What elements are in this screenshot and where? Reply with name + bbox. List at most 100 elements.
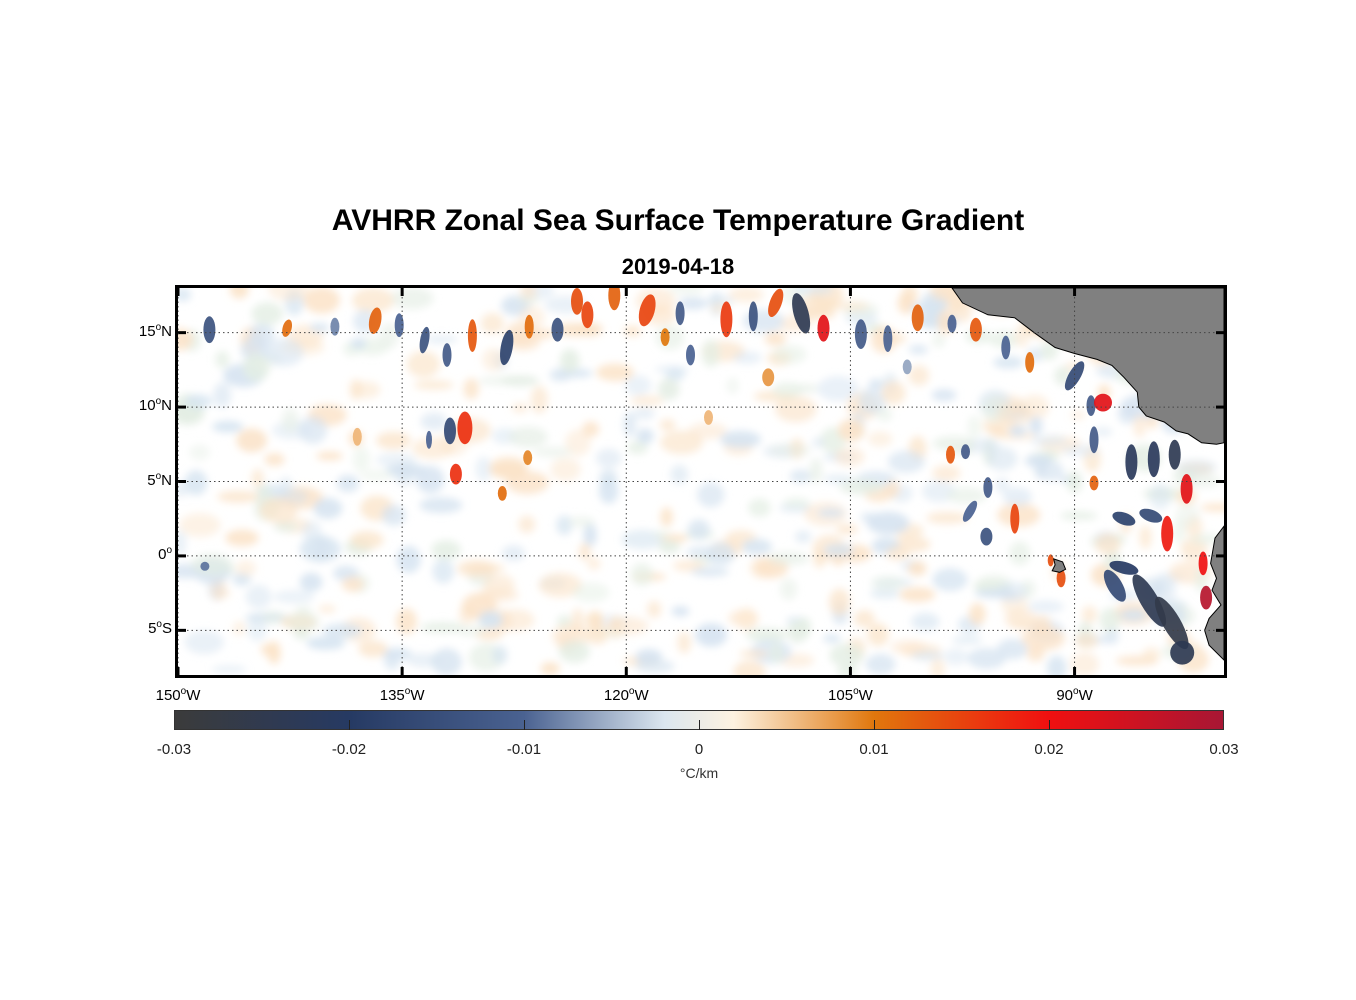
background-texture xyxy=(897,292,916,315)
background-texture xyxy=(189,444,210,461)
background-texture xyxy=(728,609,759,627)
background-texture xyxy=(394,462,415,486)
background-texture xyxy=(1142,647,1161,662)
background-texture xyxy=(670,464,689,485)
background-texture xyxy=(478,610,503,629)
gradient-feature xyxy=(1089,426,1099,454)
background-texture xyxy=(1024,454,1053,468)
background-texture xyxy=(944,648,968,666)
background-texture xyxy=(672,560,705,572)
background-texture xyxy=(789,469,812,483)
background-texture xyxy=(733,660,766,675)
background-texture xyxy=(931,388,957,402)
gradient-feature xyxy=(762,368,775,387)
latitude-label: 15oN xyxy=(138,321,172,340)
background-texture xyxy=(478,376,518,386)
background-texture xyxy=(235,560,257,577)
background-texture xyxy=(887,450,925,473)
background-texture xyxy=(247,616,267,642)
gradient-feature xyxy=(980,527,993,546)
latitude-label: 5oN xyxy=(147,470,172,489)
background-texture xyxy=(865,653,896,675)
background-texture xyxy=(383,649,401,671)
background-texture xyxy=(245,584,272,609)
background-texture xyxy=(1071,411,1085,420)
colorbar-tick-label: 0.02 xyxy=(1034,741,1064,758)
background-texture xyxy=(482,573,515,597)
gradient-feature xyxy=(660,328,670,346)
background-texture xyxy=(565,429,591,457)
gradient-feature xyxy=(854,319,867,349)
background-texture xyxy=(349,378,363,401)
gradient-feature xyxy=(962,500,978,522)
background-texture xyxy=(375,452,417,468)
background-texture xyxy=(911,612,940,631)
background-texture xyxy=(822,634,841,643)
longitude-label: 90oW xyxy=(1056,686,1093,704)
background-texture xyxy=(457,560,497,578)
gradient-feature xyxy=(449,463,462,485)
background-texture xyxy=(1099,607,1121,634)
background-texture xyxy=(623,325,642,337)
gradient-feature xyxy=(442,343,452,367)
background-texture xyxy=(184,470,208,496)
gradient-feature xyxy=(1198,551,1208,576)
background-texture xyxy=(1175,503,1200,527)
background-texture xyxy=(733,351,762,364)
background-texture xyxy=(497,609,535,632)
background-texture xyxy=(585,625,609,645)
background-texture xyxy=(728,288,764,303)
background-texture xyxy=(881,381,906,405)
background-texture xyxy=(420,412,448,431)
background-texture xyxy=(630,562,654,586)
colorbar-tick xyxy=(349,720,350,730)
gradient-feature xyxy=(524,314,534,339)
gradient-feature xyxy=(675,301,685,326)
background-texture xyxy=(606,616,649,635)
background-texture xyxy=(215,350,230,369)
south-america-landmass xyxy=(1204,525,1224,661)
gradient-feature xyxy=(1161,515,1174,552)
background-texture xyxy=(358,640,388,658)
background-texture xyxy=(867,431,893,447)
background-texture xyxy=(793,288,834,296)
gradient-feature xyxy=(946,445,955,464)
background-texture xyxy=(267,288,310,301)
background-texture xyxy=(1070,652,1099,675)
background-texture xyxy=(783,497,810,508)
background-texture xyxy=(739,649,769,658)
background-texture xyxy=(534,328,554,339)
background-texture xyxy=(993,356,1024,369)
colorbar-tick-label: 0 xyxy=(694,741,704,758)
background-texture xyxy=(313,497,343,519)
background-texture xyxy=(1060,511,1098,521)
background-texture xyxy=(774,395,817,423)
colorbar-tick-label: 0.03 xyxy=(1209,741,1239,758)
background-texture xyxy=(178,288,192,302)
map-date: 2019-04-18 xyxy=(621,254,735,279)
background-texture xyxy=(184,630,224,655)
longitude-label: 135oW xyxy=(379,686,425,704)
background-texture xyxy=(587,557,601,570)
gradient-feature xyxy=(1001,335,1011,360)
background-texture xyxy=(866,511,910,535)
gradient-feature xyxy=(352,427,362,446)
background-texture xyxy=(798,617,812,638)
gradient-feature xyxy=(1103,569,1126,602)
gradient-feature xyxy=(720,301,733,338)
gradient-feature xyxy=(947,314,957,333)
background-texture xyxy=(1003,487,1032,507)
gradient-feature xyxy=(1047,554,1054,567)
background-texture xyxy=(668,288,704,295)
background-texture xyxy=(431,540,461,560)
gradient-feature xyxy=(1139,508,1163,523)
gradient-feature xyxy=(330,317,340,336)
background-texture xyxy=(636,428,654,444)
background-texture xyxy=(350,338,367,349)
background-texture xyxy=(286,610,320,635)
longitude-label: 105oW xyxy=(828,686,873,704)
background-texture xyxy=(416,466,445,494)
background-texture xyxy=(341,576,364,592)
background-texture xyxy=(748,498,771,517)
background-texture xyxy=(1139,525,1152,550)
